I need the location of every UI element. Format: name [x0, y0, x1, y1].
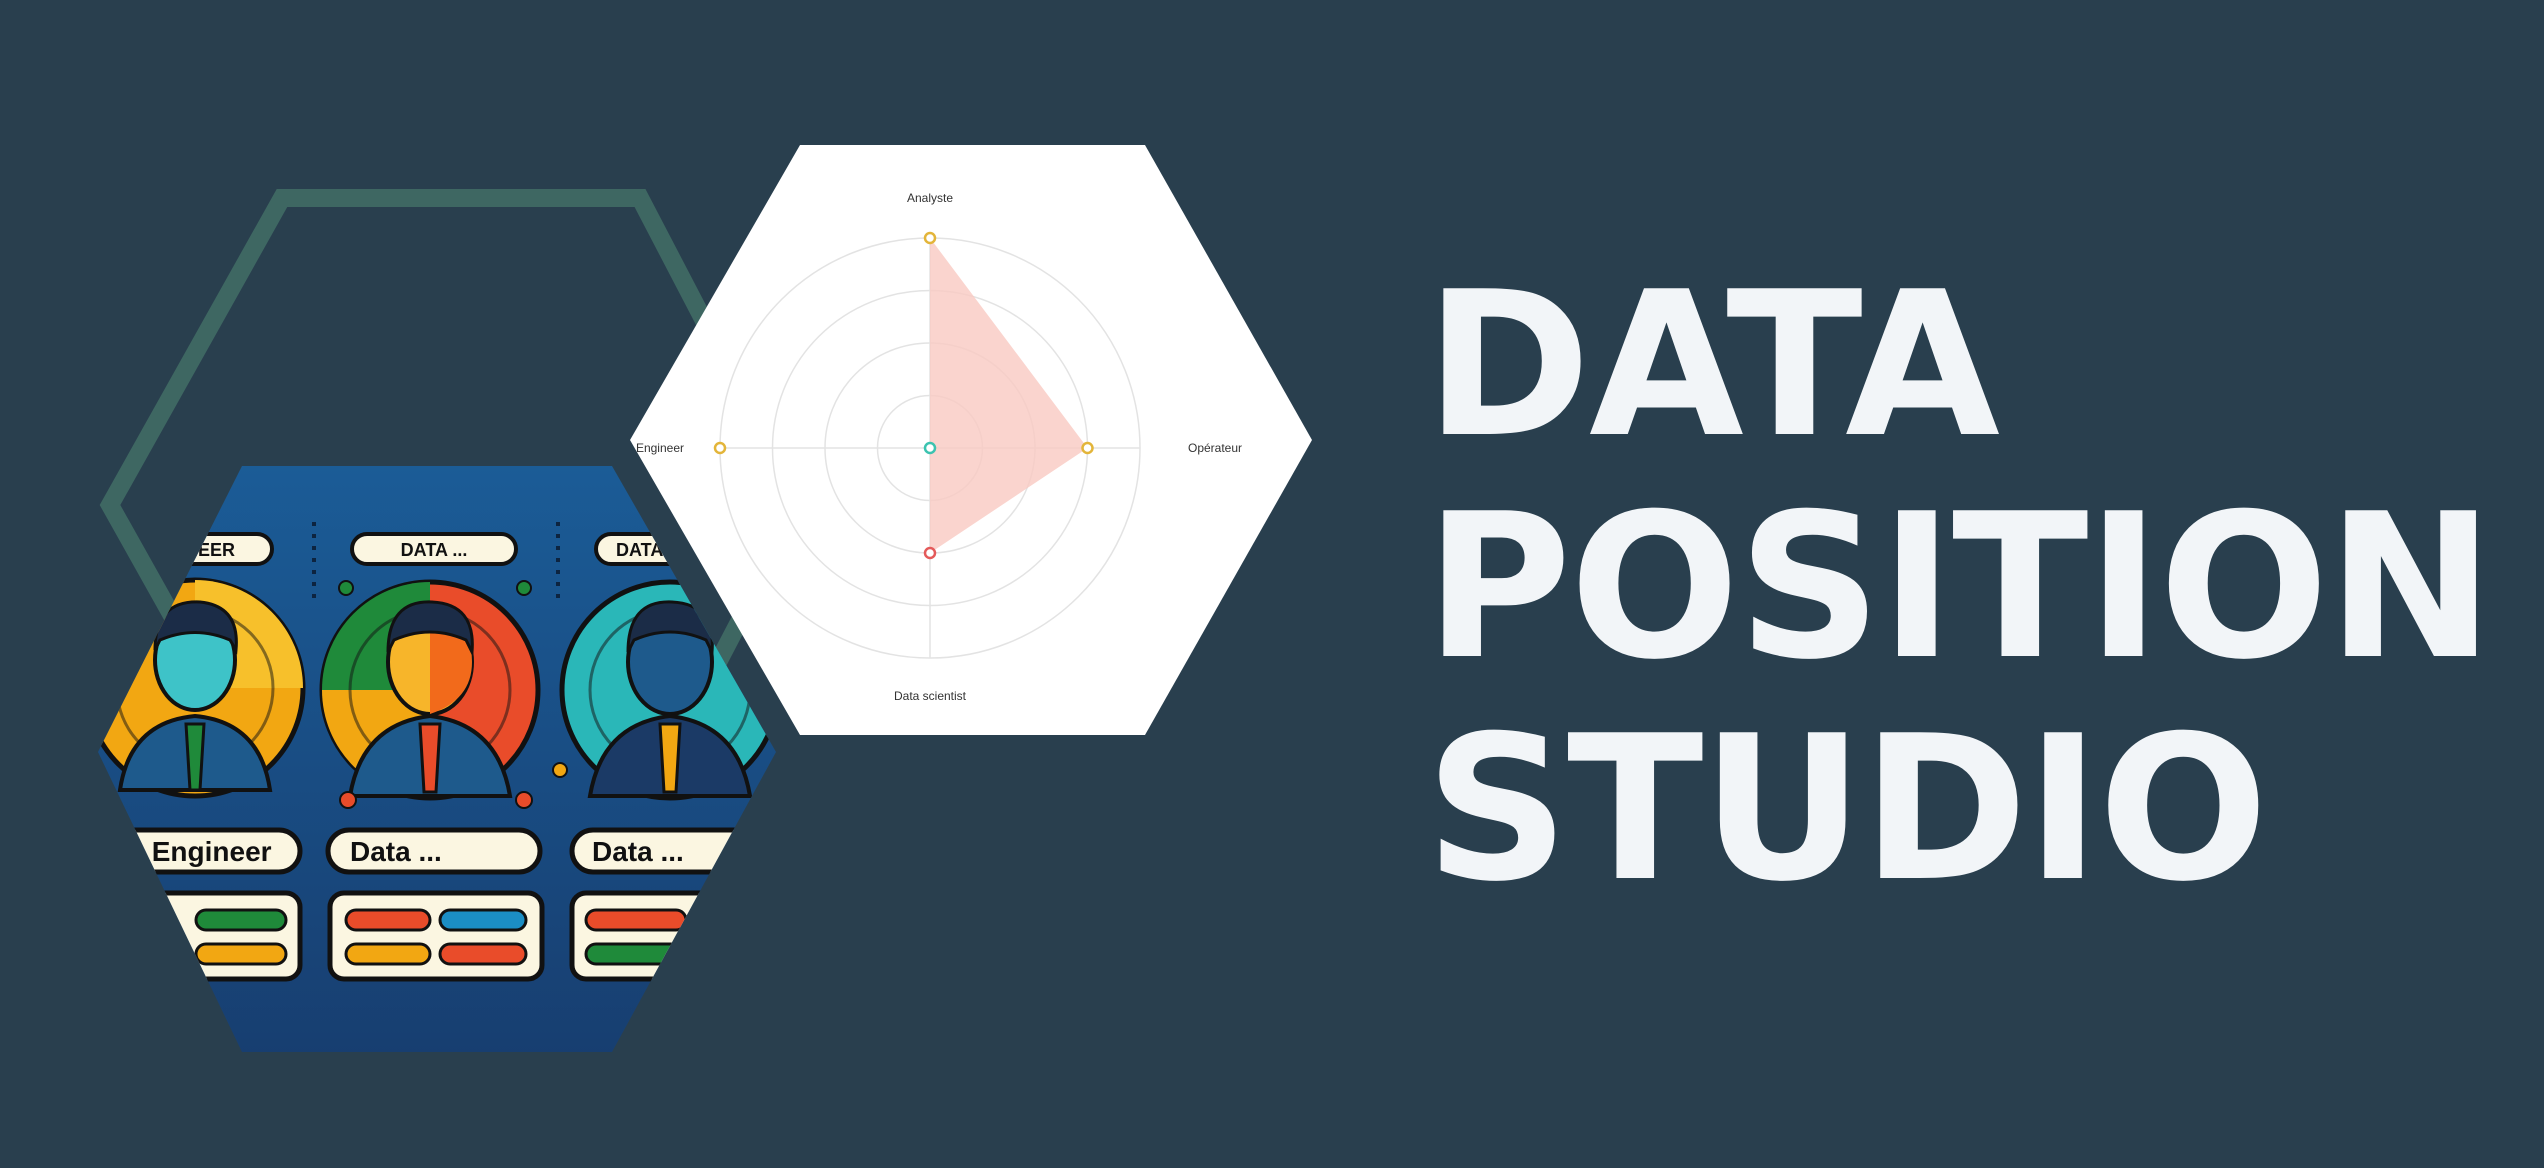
- radar-point-1: [1081, 441, 1094, 455]
- banner-title: DATA POSITION STUDIO: [1425, 249, 2494, 926]
- radar-axis-label-1: Opérateur: [1188, 441, 1242, 455]
- radar-axis-label-2: Data scientist: [894, 689, 967, 703]
- illustration-hexagon: NEER a Engineer DATA ...: [98, 466, 776, 1052]
- radar-chart: Analyste Opérateur Data scientist Engineer: [636, 191, 1242, 703]
- profile-card-1: NEER a Engineer: [98, 532, 306, 982]
- radar-axis-label-0: Analyste: [907, 191, 953, 205]
- title-line-1: DATA: [1425, 249, 2000, 482]
- radar-chart-panel: Analyste Opérateur Data scientist Engineer: [630, 145, 1312, 735]
- card-1-bottom-label: a Engineer: [128, 836, 271, 867]
- profile-card-2: DATA ... Data ...: [319, 532, 545, 982]
- radar-area: [930, 238, 1088, 553]
- radar-axis-label-3: Engineer: [636, 441, 684, 455]
- card-1-top-label: NEER: [185, 540, 235, 560]
- card-2-top-label: DATA ...: [401, 540, 468, 560]
- card-2-bottom-label: Data ...: [350, 836, 442, 867]
- title-line-2: POSITION: [1425, 471, 2494, 704]
- radar-point-3: [713, 441, 727, 455]
- card-3-top-label: DATA: [616, 540, 663, 560]
- radar-point-2: [923, 546, 937, 560]
- radar-center-point: [923, 441, 937, 455]
- title-line-3: STUDIO: [1425, 693, 2268, 926]
- radar-point-0: [923, 231, 937, 245]
- card-3-bottom-label: Data ...: [592, 836, 684, 867]
